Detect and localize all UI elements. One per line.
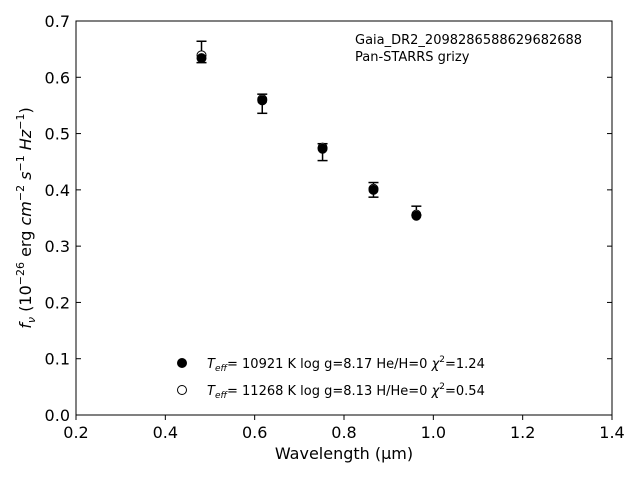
y-axis-title-exp1b: −1 (14, 114, 27, 130)
y-tick-label: 0.1 (45, 350, 70, 369)
legend-2-t: T (207, 384, 216, 399)
plot-frame (75, 20, 613, 416)
x-tick-label: 0.2 (63, 423, 88, 442)
filled-circle-point (317, 143, 328, 154)
legend: Teff= 10921 K log g=8.17 He/H=0 χ2=1.24 … (177, 355, 485, 401)
x-axis-title: Wavelength (μm) (275, 444, 413, 463)
y-axis-title-exp2: −2 (14, 185, 27, 201)
y-axis-title-exp1a: −1 (14, 155, 27, 171)
legend-1-eff: eff (215, 364, 229, 374)
y-tick-label: 0.6 (45, 68, 70, 87)
y-axis-title-nu: ν (25, 317, 38, 323)
y-axis-ticks: 0.0 0.1 0.2 0.3 0.4 0.5 0.6 0.7 (45, 12, 612, 425)
x-tick-label: 0.4 (153, 423, 178, 442)
filled-circle-point (196, 53, 207, 64)
y-axis-title-pre: (10 (16, 285, 35, 317)
y-tick-label: 0.3 (45, 237, 70, 256)
x-tick-label: 0.6 (242, 423, 267, 442)
model-points (196, 50, 422, 221)
legend-marker-open (177, 385, 187, 395)
legend-1-chi: χ (431, 357, 441, 372)
y-tick-label: 0.0 (45, 406, 70, 425)
photometry-annotation: Pan-STARRS grizy (355, 50, 470, 65)
y-axis-title-erg: erg (16, 226, 35, 262)
legend-2-text1: = 11268 K log g=8.13 H/He=0 (227, 384, 432, 399)
x-tick-label: 1.2 (510, 423, 535, 442)
legend-2-eff: eff (215, 391, 229, 401)
filled-circle-point (368, 184, 379, 195)
filled-circle-point (411, 210, 422, 221)
legend-1-text2: =1.24 (445, 357, 485, 372)
y-axis-title-f: f (16, 321, 35, 329)
y-axis-title-exp26: −26 (14, 262, 27, 285)
legend-entry-1: Teff= 10921 K log g=8.17 He/H=0 χ2=1.24 (207, 355, 485, 374)
x-tick-label: 1.0 (421, 423, 446, 442)
legend-marker-filled (177, 358, 187, 368)
y-axis-title-s: s (16, 172, 35, 185)
y-tick-label: 0.4 (45, 181, 70, 200)
x-tick-label: 1.4 (599, 423, 624, 442)
legend-1-t: T (207, 357, 216, 372)
legend-entry-2: Teff= 11268 K log g=8.13 H/He=0 χ2=0.54 (207, 382, 485, 401)
x-axis-ticks: 0.2 0.4 0.6 0.8 1.0 1.2 1.4 (63, 415, 625, 442)
legend-1-text1: = 10921 K log g=8.17 He/H=0 (227, 357, 432, 372)
y-axis-title: fν (10−26 erg cm−2 s−1 Hz−1) (14, 107, 38, 328)
x-tick-label: 0.8 (331, 423, 356, 442)
y-tick-label: 0.5 (45, 125, 70, 144)
legend-2-chi: χ (431, 384, 441, 399)
y-axis-title-cm: cm (16, 201, 35, 225)
legend-1-sq: 2 (439, 355, 445, 365)
y-tick-label: 0.7 (45, 12, 70, 31)
y-axis-title-hz: Hz (16, 129, 35, 155)
observed-errorbars (196, 40, 422, 216)
legend-2-sq: 2 (439, 382, 445, 392)
legend-2-text2: =0.54 (445, 384, 485, 399)
filled-circle-point (257, 95, 268, 106)
y-axis-title-close: ) (16, 107, 35, 113)
source-name-annotation: Gaia_DR2_2098286588629682688 (355, 33, 582, 48)
y-tick-label: 0.2 (45, 293, 70, 312)
